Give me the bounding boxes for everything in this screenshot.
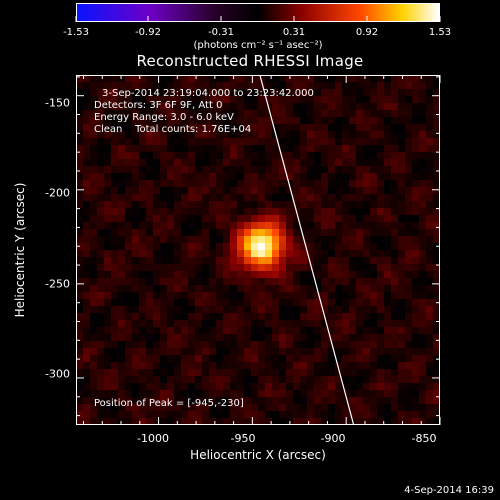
y-tick-label: -150 <box>45 96 70 110</box>
colorbar-tick: -1.53 <box>63 27 89 38</box>
colorbar-tick: 0.92 <box>355 27 379 38</box>
detectors-text: Detectors: 3F 6F 9F, Att 0 <box>94 100 223 111</box>
x-axis-label: Heliocentric X (arcsec) <box>190 448 326 462</box>
y-tick-label: -300 <box>45 367 70 381</box>
colorbar-tick: 1.53 <box>428 27 452 38</box>
plot-title: Reconstructed RHESSI Image <box>136 52 364 70</box>
x-tick-label: -900 <box>320 432 346 445</box>
time-range-text: 3-Sep-2014 23:19:04.000 to 23:23:42.000 <box>102 88 314 99</box>
clean-counts-text: Clean Total counts: 1.76E+04 <box>94 124 252 135</box>
rhessi-heatmap <box>76 75 440 425</box>
y-tick-label: -200 <box>45 186 70 200</box>
x-tick-label: -850 <box>411 432 437 445</box>
y-axis-label: Heliocentric Y (arcsec) <box>13 182 27 318</box>
peak-position-text: Position of Peak = [-945,-230] <box>94 398 244 409</box>
colorbar-gradient <box>77 4 439 21</box>
x-tick-label: -950 <box>230 432 256 445</box>
image-plot <box>76 75 440 425</box>
colorbar-tick: -0.92 <box>135 27 161 38</box>
plot-overlay <box>259 75 355 425</box>
colorbar-tick: -0.31 <box>208 27 234 38</box>
footer-date: 4-Sep-2014 16:39 <box>404 485 494 496</box>
solar-limb-line <box>259 75 355 425</box>
y-tick-label: -250 <box>45 277 70 291</box>
colorbar <box>76 3 440 22</box>
x-tick-label: -1000 <box>137 432 169 445</box>
colorbar-tick: 0.31 <box>282 27 306 38</box>
colorbar-unit: (photons cm⁻² s⁻¹ asec⁻²) <box>193 40 323 51</box>
energy-range-text: Energy Range: 3.0 - 6.0 keV <box>94 112 234 123</box>
